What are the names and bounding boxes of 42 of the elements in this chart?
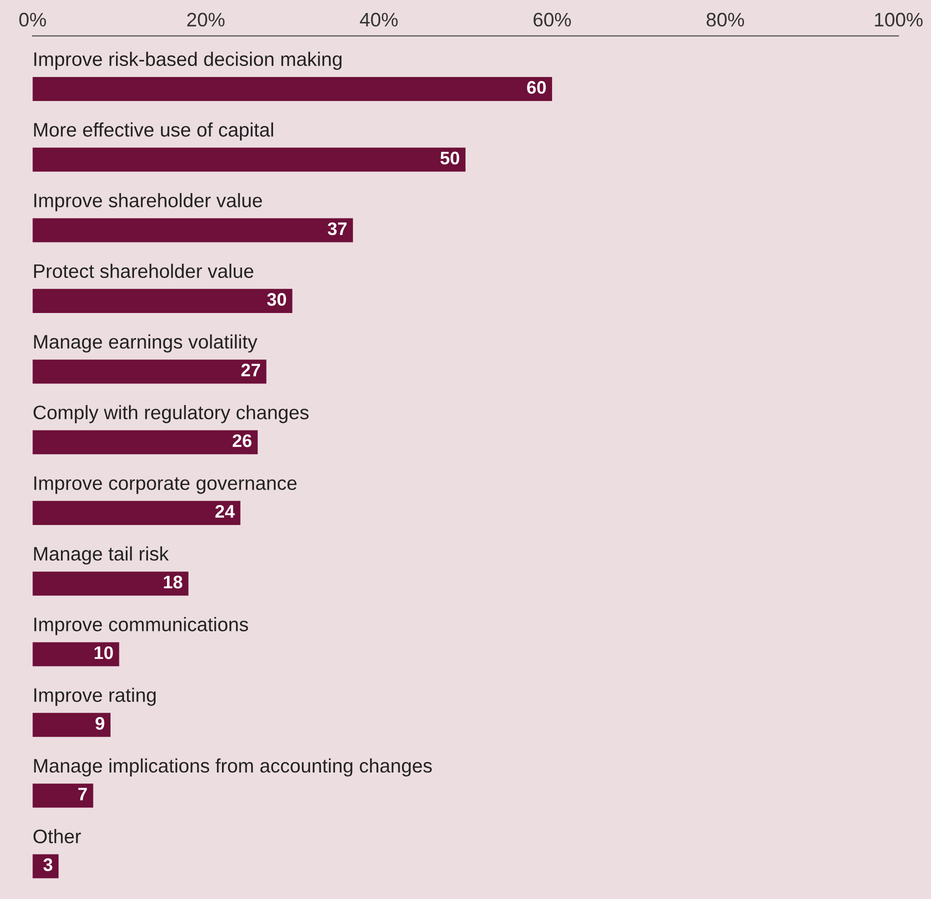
y-tick-label: Manage earnings volatility [34,334,258,353]
data-label: 60 [527,81,546,94]
bar [32,500,240,525]
bar [32,642,120,666]
x-tick-label: 100% [875,12,923,27]
bar [32,360,266,384]
x-tick-label: 60% [534,12,571,27]
data-label: 3 [43,858,52,872]
y-tick-label: More effective use of capital [34,122,274,141]
y-tick-label: Comply with regulatory changes [34,405,309,424]
data-label: 9 [96,716,104,730]
bar [32,854,59,878]
y-tick-label: Manage tail risk [34,546,169,565]
y-tick-label: Protect shareholder value [34,264,254,278]
bar [32,76,552,101]
y-tick-label: Improve shareholder value [34,193,262,212]
bar [32,148,466,172]
x-tick-label: 80% [706,12,744,27]
y-tick-label: Improve risk-based decision making [34,52,342,70]
data-label: 10 [94,646,113,660]
y-tick-label: Improve corporate governance [34,476,297,494]
data-label: 37 [328,222,347,236]
x-tick-label: 0% [19,12,46,27]
data-label: 26 [232,434,252,448]
x-tick-label: 40% [360,12,398,27]
data-label: 18 [164,576,182,588]
data-label: 7 [78,788,87,800]
bar [32,430,258,454]
x-tick-label: 20% [187,12,225,27]
y-tick-label: Other [34,829,81,844]
data-label: 50 [440,152,460,164]
y-tick-label: Improve rating [34,688,156,706]
bar [32,288,292,313]
bar [32,572,188,596]
data-label: 30 [267,293,286,306]
bar [32,784,94,808]
y-tick-label: Improve communications [34,617,248,636]
data-label: 24 [215,504,235,518]
y-tick-label: Manage implications from accounting changes [34,758,432,776]
bar [32,712,111,737]
data-label: 27 [241,364,260,376]
bar [32,218,353,242]
